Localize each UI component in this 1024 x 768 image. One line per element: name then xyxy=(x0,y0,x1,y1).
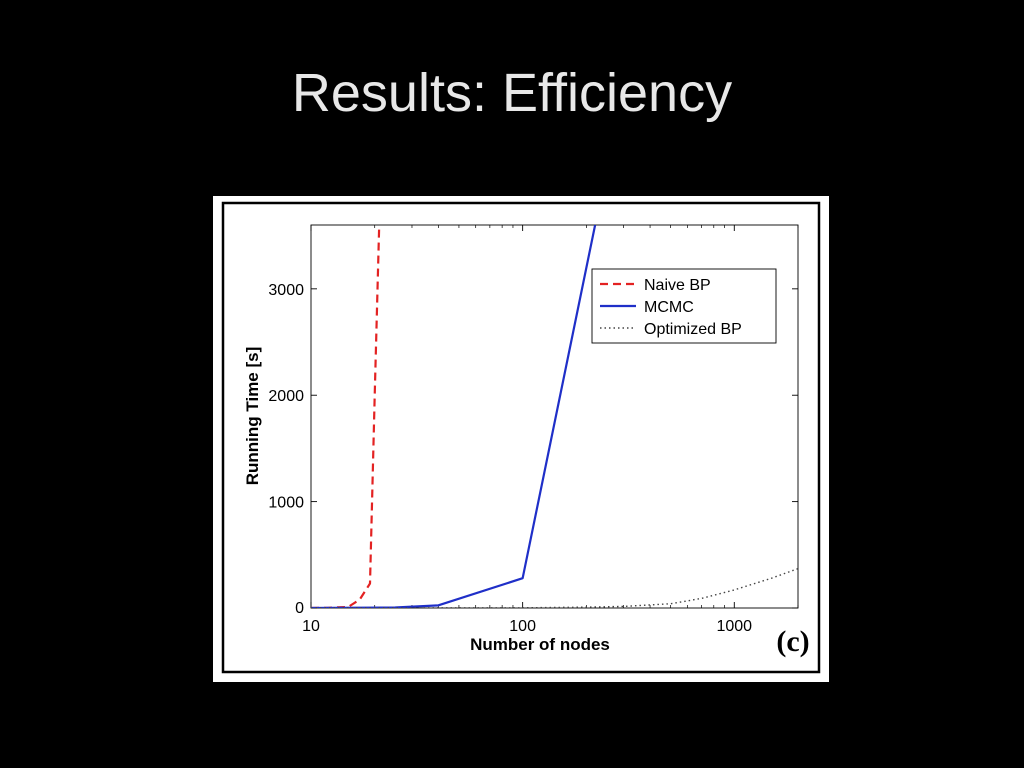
slide-title: Results: Efficiency xyxy=(291,63,733,123)
legend-label-2: MCMC xyxy=(644,299,694,316)
chart-svg: 10 100 1000 0 1000 2000 3000 Naive BP MCMC Optim… xyxy=(221,201,821,674)
panel-label: (c) xyxy=(776,625,809,658)
figure-frame xyxy=(221,201,821,674)
chart-figure: 10 100 1000 0 1000 2000 3000 Naive BP MCMC Optim… xyxy=(213,196,829,682)
y-tick-label: 0 xyxy=(295,600,304,617)
y-axis-label: Running Time [s] xyxy=(243,347,262,486)
series-line-3 xyxy=(311,567,798,608)
x-tick-label: 1000 xyxy=(716,618,752,635)
series-layer xyxy=(311,225,798,608)
legend-label-3: Optimized BP xyxy=(644,321,742,338)
series-line-2 xyxy=(311,225,597,608)
x-tick-label: 100 xyxy=(509,618,536,635)
x-axis-label: Number of nodes xyxy=(470,635,610,654)
y-tick-label: 1000 xyxy=(268,495,304,512)
series-line-1 xyxy=(311,225,381,608)
legend-label-1: Naive BP xyxy=(644,277,711,294)
ticks-layer: 10 100 1000 0 1000 2000 3000 xyxy=(268,225,799,635)
y-tick-label: 2000 xyxy=(268,388,304,405)
x-tick-label: 10 xyxy=(302,618,320,635)
legend: Naive BP MCMC Optimized BP xyxy=(591,268,777,344)
y-tick-label: 3000 xyxy=(268,282,304,299)
